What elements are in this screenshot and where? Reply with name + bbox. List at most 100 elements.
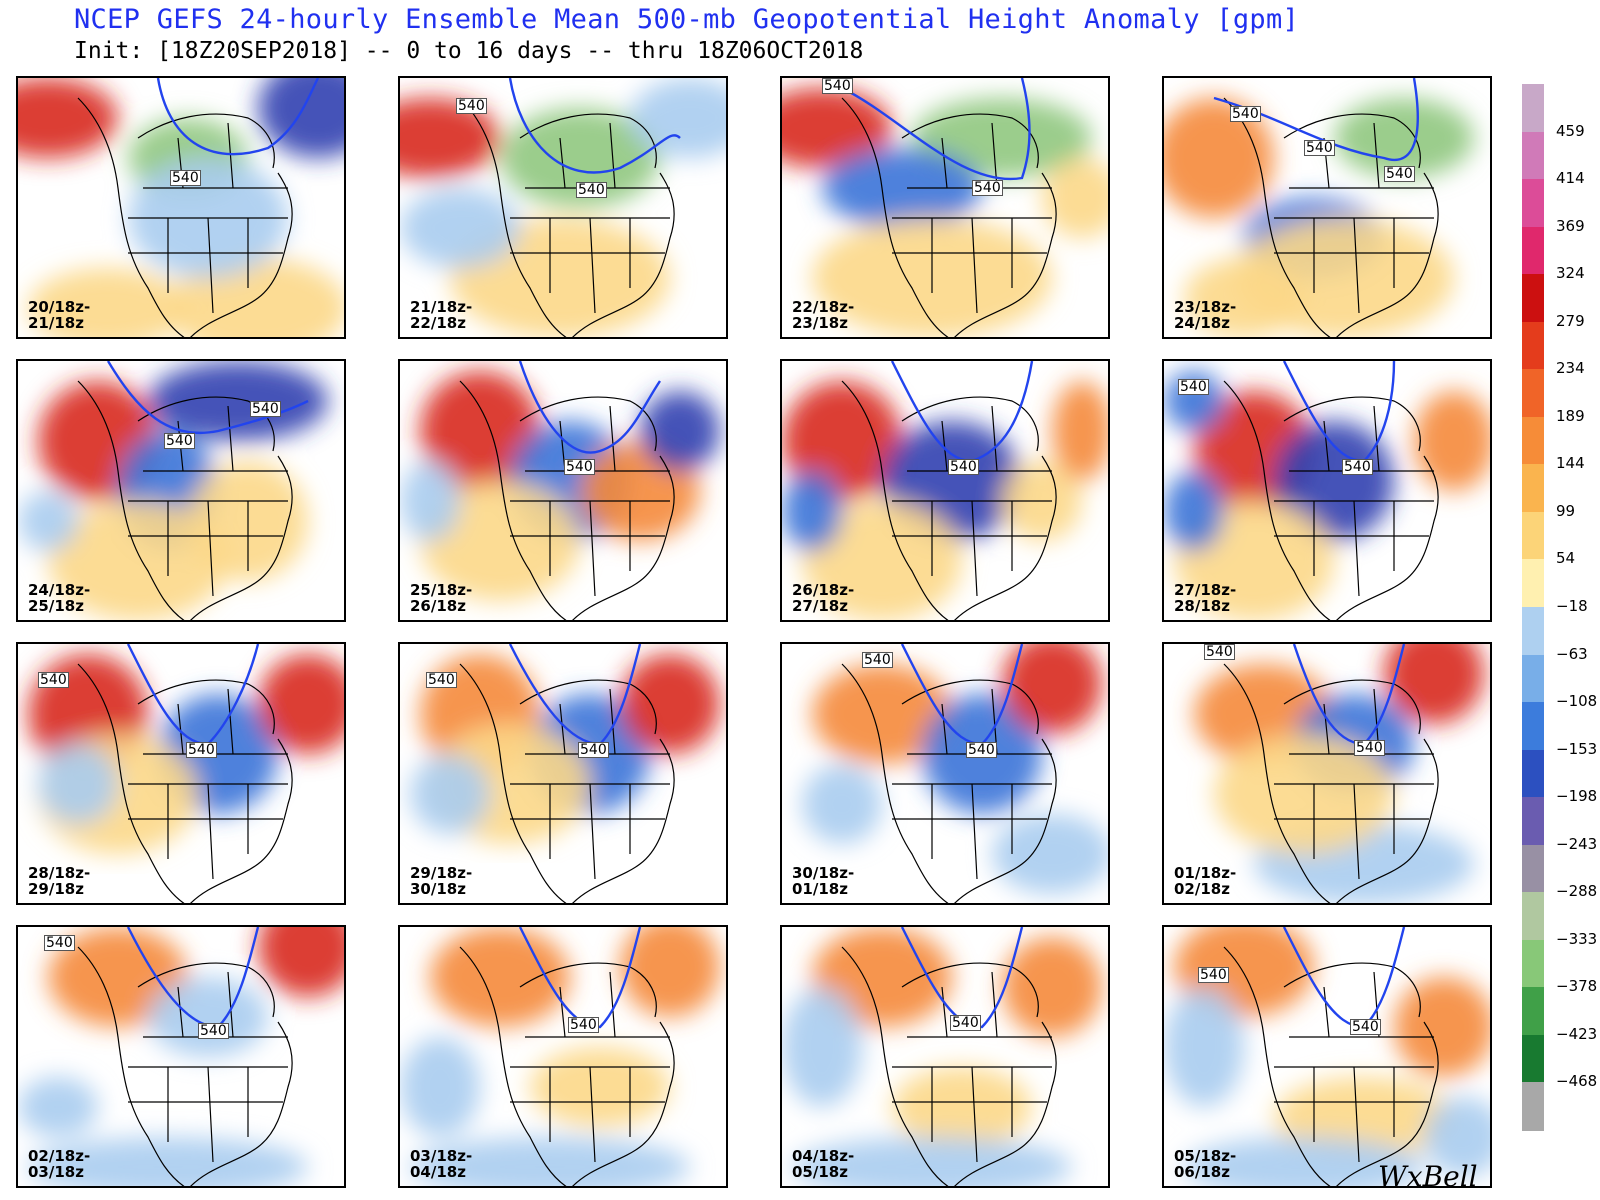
panel-time-label: 23/18z- 24/18z bbox=[1174, 298, 1237, 332]
panel-time-label: 30/18z- 01/18z bbox=[792, 864, 855, 898]
anomaly-region bbox=[410, 1137, 690, 1186]
anomaly-region bbox=[430, 927, 570, 1027]
height-contour bbox=[841, 78, 1031, 181]
panel-time-label: 22/18z- 23/18z bbox=[792, 298, 855, 332]
map-panel: 540 540 540 23/18z- 24/18z bbox=[1162, 76, 1492, 339]
anomaly-region bbox=[1334, 98, 1474, 178]
anomaly-region bbox=[1394, 977, 1490, 1077]
map-panel: 540 540 27/18z- 28/18z bbox=[1162, 359, 1492, 622]
chart-title: NCEP GEFS 24-hourly Ensemble Mean 500-mb… bbox=[74, 4, 1300, 35]
colorbar-segment bbox=[1522, 844, 1544, 893]
height-contour bbox=[900, 927, 1024, 1029]
contour-label: 540 bbox=[578, 742, 609, 758]
anomaly-region bbox=[28, 1137, 308, 1186]
contour-label: 540 bbox=[564, 459, 595, 475]
colorbar-segment bbox=[1522, 654, 1544, 703]
anomaly-region bbox=[1424, 1097, 1490, 1177]
anomaly-region bbox=[782, 987, 862, 1107]
anomaly-map bbox=[782, 361, 1108, 620]
coastline bbox=[459, 380, 675, 620]
anomaly-region bbox=[630, 78, 726, 158]
init-subtitle: Init: [18Z20SEP2018] -- 0 to 16 days -- … bbox=[74, 38, 864, 64]
contour-label: 540 bbox=[186, 742, 217, 758]
anomaly-region bbox=[1164, 471, 1224, 551]
colorbar-segment bbox=[1522, 939, 1544, 988]
anomaly-region bbox=[420, 481, 580, 601]
panel-time-label: 02/18z- 03/18z bbox=[28, 1147, 91, 1181]
colorbar-segment bbox=[1522, 226, 1544, 275]
anomaly-region bbox=[812, 664, 952, 764]
anomaly-region bbox=[530, 1047, 670, 1127]
colorbar-segment bbox=[1522, 84, 1544, 133]
panel-time-label: 24/18z- 25/18z bbox=[28, 581, 91, 615]
colorbar-tick-label: 234 bbox=[1556, 359, 1585, 378]
anomaly-region bbox=[400, 98, 500, 178]
anomaly-map bbox=[400, 927, 720, 1186]
contour-label: 540 bbox=[456, 98, 487, 114]
panel-time-label: 05/18z- 06/18z bbox=[1174, 1147, 1237, 1181]
watermark-logo: WxBell bbox=[1378, 1160, 1478, 1193]
contour-label: 540 bbox=[576, 182, 607, 198]
contour-label: 540 bbox=[862, 652, 893, 668]
coastline bbox=[841, 380, 1057, 620]
map-panel: 540 25/18z- 26/18z bbox=[398, 359, 728, 622]
colorbar-tick-label: −63 bbox=[1556, 644, 1588, 663]
colorbar-segment bbox=[1522, 131, 1544, 180]
panel-time-label: 28/18z- 29/18z bbox=[28, 864, 91, 898]
colorbar-tick-label: 54 bbox=[1556, 549, 1576, 568]
anomaly-region bbox=[1164, 987, 1244, 1107]
anomaly-region bbox=[822, 148, 982, 228]
anomaly-region bbox=[420, 371, 540, 491]
anomaly-region bbox=[1274, 421, 1394, 541]
anomaly-map bbox=[1164, 78, 1474, 337]
contour-label: 540 bbox=[250, 401, 281, 417]
anomaly-map bbox=[782, 927, 1102, 1186]
colorbar-tick-label: −18 bbox=[1556, 597, 1588, 615]
anomaly-map bbox=[28, 644, 344, 903]
colorbar-segment bbox=[1522, 321, 1544, 370]
map-panel: 540 540 01/18z- 02/18z bbox=[1162, 642, 1492, 905]
colorbar-segment bbox=[1522, 464, 1544, 513]
contour-label: 540 bbox=[1230, 106, 1261, 122]
anomaly-map bbox=[782, 78, 1108, 337]
contour-label: 540 bbox=[426, 672, 457, 688]
contour-label: 540 bbox=[170, 170, 201, 186]
panel-time-label: 03/18z- 04/18z bbox=[410, 1147, 473, 1181]
contour-label: 540 bbox=[1178, 379, 1209, 395]
anomaly-region bbox=[1184, 258, 1304, 337]
colorbar-segment bbox=[1522, 1034, 1544, 1084]
contour-label: 540 bbox=[1354, 740, 1385, 756]
anomaly-region bbox=[400, 188, 520, 268]
panel-time-label: 29/18z- 30/18z bbox=[410, 864, 473, 898]
map-panel: 540 540 21/18z- 22/18z bbox=[398, 76, 728, 339]
anomaly-region bbox=[1002, 937, 1102, 1037]
colorbar-segment bbox=[1522, 559, 1544, 608]
map-panel: 540 540 02/18z- 03/18z bbox=[16, 925, 346, 1188]
map-panel: 540 540 28/18z- 29/18z bbox=[16, 642, 346, 905]
colorbar-segment bbox=[1522, 987, 1544, 1036]
colorbar-segment bbox=[1522, 179, 1544, 228]
colorbar-tick-label: −288 bbox=[1556, 882, 1598, 901]
contour-label: 540 bbox=[1384, 166, 1415, 182]
colorbar-tick-label: 99 bbox=[1556, 501, 1576, 520]
colorbar-segment bbox=[1522, 749, 1544, 798]
map-panel: 540 04/18z- 05/18z bbox=[780, 925, 1110, 1188]
anomaly-region bbox=[28, 268, 188, 337]
anomaly-map bbox=[400, 78, 726, 337]
anomaly-region bbox=[400, 461, 460, 541]
height-contour bbox=[518, 361, 661, 454]
colorbar-tick-label: 459 bbox=[1556, 121, 1585, 140]
height-contour bbox=[508, 78, 681, 174]
contour-label: 540 bbox=[972, 180, 1003, 196]
anomaly-region bbox=[400, 1037, 480, 1137]
colorbar-tick-label: −243 bbox=[1556, 834, 1598, 853]
colorbar bbox=[1522, 84, 1544, 1131]
colorbar-segment bbox=[1522, 274, 1544, 323]
colorbar-segment bbox=[1522, 702, 1544, 751]
colorbar-tick-label: −153 bbox=[1556, 739, 1598, 758]
anomaly-region bbox=[258, 927, 344, 997]
panel-time-label: 01/18z- 02/18z bbox=[1174, 864, 1237, 898]
anomaly-map bbox=[18, 361, 328, 620]
colorbar-segment bbox=[1522, 892, 1544, 941]
height-contour bbox=[106, 361, 309, 435]
